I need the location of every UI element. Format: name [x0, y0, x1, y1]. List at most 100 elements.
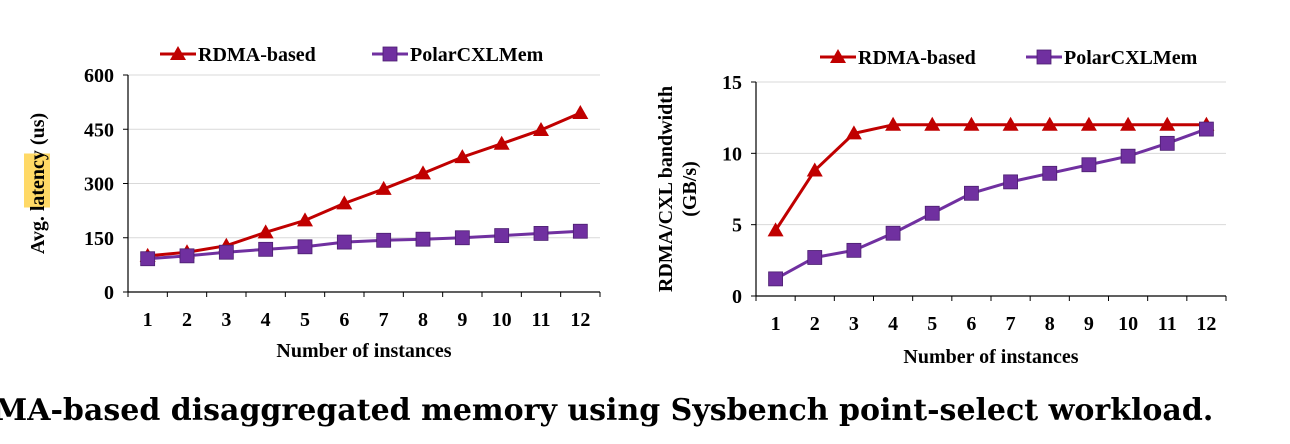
y-axis-label-suffix: (us)	[27, 113, 49, 150]
x-tick-label: 9	[457, 309, 467, 331]
x-tick-label: 7	[379, 309, 389, 331]
y-axis-label-highlight: latency	[27, 150, 49, 211]
data-point	[375, 180, 392, 195]
data-point	[297, 239, 313, 255]
y-axis-label: Avg. latency (us)	[24, 113, 50, 254]
y-tick-label: 15	[722, 72, 742, 94]
data-point	[493, 135, 510, 150]
x-tick-label: 1	[143, 309, 153, 331]
x-tick-label: 11	[1158, 313, 1177, 335]
x-tick-label: 9	[1084, 313, 1094, 335]
data-point	[1120, 148, 1136, 164]
x-tick-label: 2	[182, 309, 192, 331]
legend-item: RDMA-based	[820, 47, 976, 69]
data-point	[533, 121, 549, 136]
x-tick-label: 8	[1045, 313, 1055, 335]
data-point	[572, 104, 589, 119]
x-tick-label: 12	[570, 309, 590, 331]
x-tick-label: 4	[888, 313, 898, 335]
x-axis-label: Number of instances	[276, 340, 451, 362]
legend-label: RDMA-based	[858, 47, 976, 69]
data-point	[1080, 116, 1097, 131]
data-point	[1159, 116, 1176, 131]
series-line	[147, 229, 581, 261]
series-polarcxlmem	[140, 223, 588, 267]
series-line	[774, 127, 1207, 281]
x-tick-label: 10	[492, 309, 512, 331]
legend-marker	[382, 46, 398, 62]
legend-marker	[830, 49, 846, 63]
data-point	[494, 228, 510, 243]
highlight-box	[24, 153, 50, 208]
data-point	[1042, 165, 1058, 181]
y-tick-label: 450	[84, 119, 114, 141]
x-tick-label: 5	[300, 309, 310, 331]
data-point	[297, 212, 313, 227]
y-axis-label: RDMA/CXL bandwidth (GB/s)	[655, 86, 701, 292]
y-tick-label: 300	[84, 174, 114, 196]
x-tick-label: 3	[221, 309, 231, 331]
y-axis-label-text: Avg. latency (us)	[27, 113, 49, 254]
x-tick-label: 1	[771, 313, 781, 335]
data-point	[964, 185, 979, 201]
data-point	[140, 251, 156, 267]
data-point	[376, 232, 392, 248]
y-tick-label: 0	[732, 286, 742, 308]
x-tick-label: 3	[849, 313, 859, 335]
data-point	[336, 234, 352, 250]
y-tick-label: 600	[84, 65, 114, 87]
data-point	[885, 116, 902, 131]
y-tick-label: 5	[732, 215, 742, 237]
x-tick-label: 2	[810, 313, 820, 335]
x-tick-label: 5	[927, 313, 937, 335]
x-tick-label: 12	[1196, 313, 1216, 335]
y-axis-label-prefix: Avg.	[27, 211, 49, 254]
data-point	[257, 224, 274, 239]
x-tick-label: 8	[418, 309, 428, 331]
data-point	[454, 230, 470, 246]
data-point	[533, 226, 549, 241]
data-point	[885, 225, 901, 241]
data-point	[415, 165, 431, 180]
data-point	[806, 162, 823, 177]
x-axis-label: Number of instances	[903, 346, 1078, 368]
x-tick-label: 6	[966, 313, 976, 335]
y-axis-label-line1: RDMA/CXL bandwidth	[655, 86, 677, 292]
data-point	[768, 271, 783, 287]
legend-item: RDMA-based	[160, 44, 316, 66]
data-point	[336, 195, 353, 210]
x-tick-label: 10	[1118, 313, 1138, 335]
figure-caption: MA-based disaggregated memory using Sysb…	[0, 393, 1213, 428]
y-axis-label-line2: (GB/s)	[679, 161, 701, 217]
data-point	[179, 248, 195, 264]
legend-marker	[1036, 49, 1052, 65]
data-point	[845, 125, 862, 140]
legend-label: RDMA-based	[198, 44, 316, 66]
data-point	[218, 244, 234, 260]
legend-label: PolarCXLMem	[1064, 47, 1198, 69]
data-point	[1003, 174, 1018, 190]
y-tick-label: 0	[104, 282, 114, 304]
data-point	[1041, 116, 1058, 131]
series-rdma-based	[767, 116, 1215, 237]
x-tick-label: 6	[339, 309, 349, 331]
x-tick-label: 4	[261, 309, 271, 331]
legend-item: PolarCXLMem	[1026, 47, 1198, 69]
legend-item: PolarCXLMem	[372, 44, 544, 66]
data-point	[1199, 121, 1214, 137]
y-tick-label: 150	[84, 228, 114, 250]
data-point	[415, 231, 431, 247]
data-point	[572, 223, 588, 239]
data-point	[963, 116, 980, 131]
data-point	[807, 250, 823, 265]
y-tick-label: 10	[722, 143, 742, 165]
legend-label: PolarCXLMem	[410, 44, 544, 66]
series-line	[774, 123, 1207, 232]
x-tick-label: 11	[532, 309, 551, 331]
data-point	[846, 242, 862, 258]
data-point	[1120, 116, 1137, 131]
data-point	[1002, 116, 1019, 131]
data-point	[258, 241, 274, 257]
